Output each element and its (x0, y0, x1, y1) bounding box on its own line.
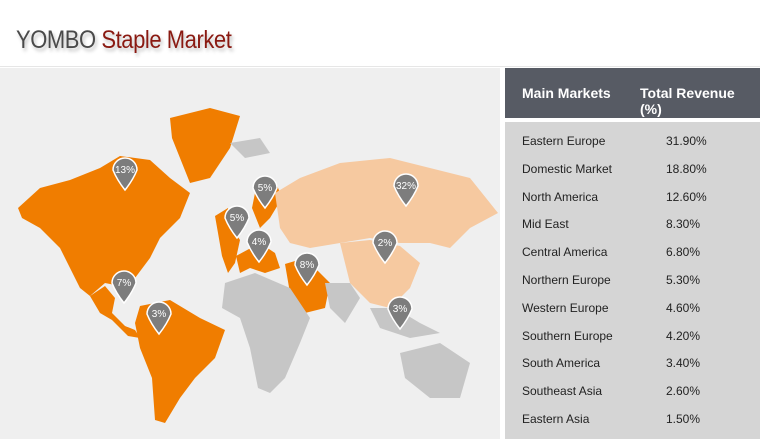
marker-pin: 8% (294, 252, 320, 287)
market-name: Western Europe (522, 300, 609, 315)
marker-label: 32% (396, 181, 416, 192)
revenue-value: 4.60% (666, 300, 701, 315)
marker-pin: 3% (146, 301, 172, 336)
market-name: Domestic Market (522, 161, 613, 176)
marker-pin: 5% (224, 205, 250, 240)
central-america (90, 286, 140, 338)
greenland (170, 108, 240, 183)
table-row: Northern Europe 5.30% (505, 273, 760, 293)
africa (222, 273, 310, 393)
table-header: Main Markets Total Revenue (%) (505, 68, 760, 118)
marker-pin: 4% (246, 229, 272, 264)
revenue-value: 6.80% (666, 245, 701, 260)
marker-pin: 5% (252, 175, 278, 210)
revenue-value: 1.50% (666, 412, 701, 426)
marker-pin: 7% (111, 270, 137, 305)
table-row: North America 12.60% (505, 190, 760, 210)
table-row: South America 3.40% (505, 356, 760, 376)
marker-label: 5% (230, 213, 245, 224)
market-name: Eastern Asia (522, 412, 590, 426)
other-regions (222, 138, 470, 398)
table-row: Western Europe 4.60% (505, 301, 760, 321)
revenue-value: 31.90% (666, 134, 707, 148)
east-asia (340, 240, 420, 308)
marker-label: 3% (393, 304, 408, 315)
marker-pin: 2% (372, 230, 398, 265)
south-asia (325, 283, 360, 323)
table-row: Southern Europe 4.20% (505, 329, 760, 349)
marker-label: 2% (378, 238, 393, 249)
marker-label: 8% (300, 260, 315, 271)
table-row: Eastern Asia 1.50% (505, 412, 760, 432)
marker-label: 5% (258, 183, 273, 194)
canada-islands (230, 138, 270, 158)
revenue-value: 4.20% (666, 328, 701, 343)
marker-label: 13% (115, 165, 135, 176)
market-name: Southern Europe (522, 328, 613, 343)
page-title: YOMBO Staple Market (16, 26, 232, 54)
divider (0, 66, 760, 67)
world-map: 13% 5% 5% 4% 32% 2% 8% 7% 3% 3% (0, 68, 500, 439)
header-main-markets: Main Markets (522, 85, 611, 101)
table-row: Domestic Market 18.80% (505, 162, 760, 182)
revenue-value: 3.40% (666, 356, 701, 371)
revenue-value: 12.60% (666, 189, 707, 204)
table-row: Mid East 8.30% (505, 217, 760, 237)
marker-label: 7% (117, 278, 132, 289)
table-row: Central America 6.80% (505, 245, 760, 265)
header-total-revenue: Total Revenue (%) (640, 85, 735, 117)
revenue-value: 5.30% (666, 273, 701, 287)
marker-label: 3% (152, 309, 167, 320)
australia (400, 343, 470, 398)
marker-pin: 13% (112, 157, 138, 192)
marker-pin: 3% (387, 296, 413, 331)
table-row: Eastern Europe 31.90% (505, 134, 760, 154)
market-markers: 13% 5% 5% 4% 32% 2% 8% 7% 3% 3% (111, 157, 419, 336)
table-row: Southeast Asia 2.60% (505, 384, 760, 404)
revenue-value: 18.80% (666, 161, 707, 176)
market-name: Mid East (522, 217, 569, 232)
revenue-value: 2.60% (666, 384, 701, 399)
table-body: Eastern Europe 31.90% Domestic Market 18.80… (505, 122, 760, 439)
russia (275, 158, 498, 248)
market-name: North America (522, 189, 599, 204)
revenue-value: 8.30% (666, 217, 701, 232)
marker-pin: 32% (393, 173, 419, 208)
secondary-regions (275, 158, 498, 308)
marker-label: 4% (252, 237, 267, 248)
market-name: Northern Europe (522, 273, 611, 287)
north-america (18, 156, 190, 296)
market-name: Southeast Asia (522, 384, 603, 399)
market-name: Eastern Europe (522, 134, 606, 148)
market-name: South America (522, 356, 601, 371)
west-europe (215, 208, 240, 273)
market-name: Central America (522, 245, 608, 260)
